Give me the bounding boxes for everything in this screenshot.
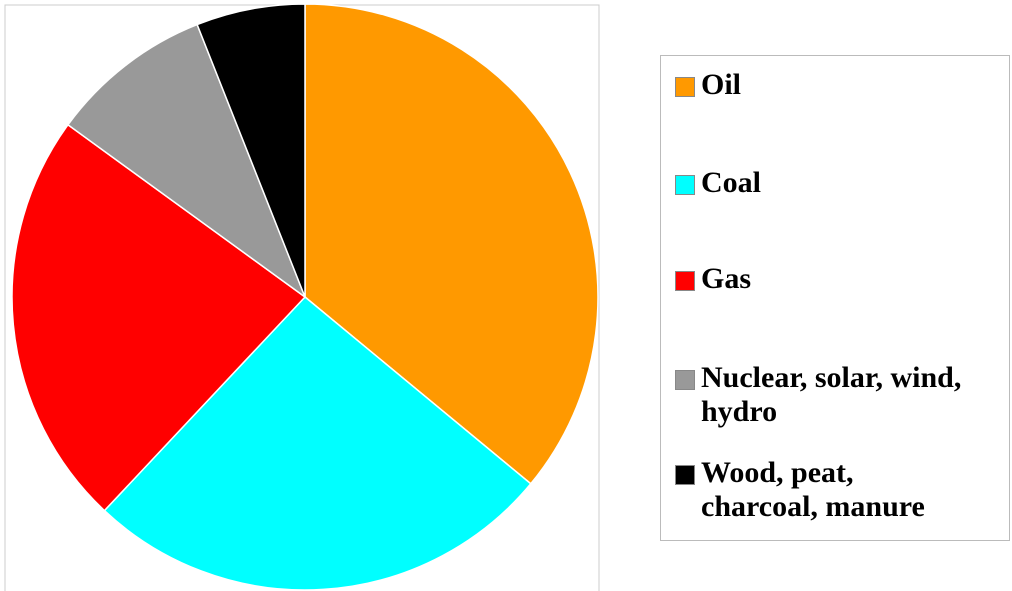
legend-item: Oil — [675, 68, 1005, 102]
legend-swatch — [675, 175, 695, 195]
legend-swatch — [675, 271, 695, 291]
legend-swatch — [675, 465, 695, 485]
legend-label: Oil — [701, 68, 742, 101]
legend-label: Wood, peat, charcoal, manure — [701, 456, 925, 523]
legend-item: Nuclear, solar, wind, hydro — [675, 361, 1005, 429]
legend-label: Coal — [701, 166, 761, 199]
legend-swatch — [675, 77, 695, 97]
legend-item: Wood, peat, charcoal, manure — [675, 456, 1005, 524]
pie-slice — [103, 295, 532, 591]
legend-label: Nuclear, solar, wind, hydro — [701, 361, 962, 428]
pie-area — [4, 3, 600, 591]
legend-item: Gas — [675, 262, 1005, 296]
legend-label: Gas — [701, 262, 752, 295]
pie-slice — [66, 23, 307, 300]
pie-slice — [196, 3, 306, 298]
legend-swatch — [675, 370, 695, 390]
legend: Oil Coal Gas Nuclear, solar, wind, hydro Woo… — [660, 55, 1010, 541]
pie-slice — [304, 3, 599, 485]
legend-item: Coal — [675, 166, 1005, 200]
pie-slice — [11, 123, 307, 512]
